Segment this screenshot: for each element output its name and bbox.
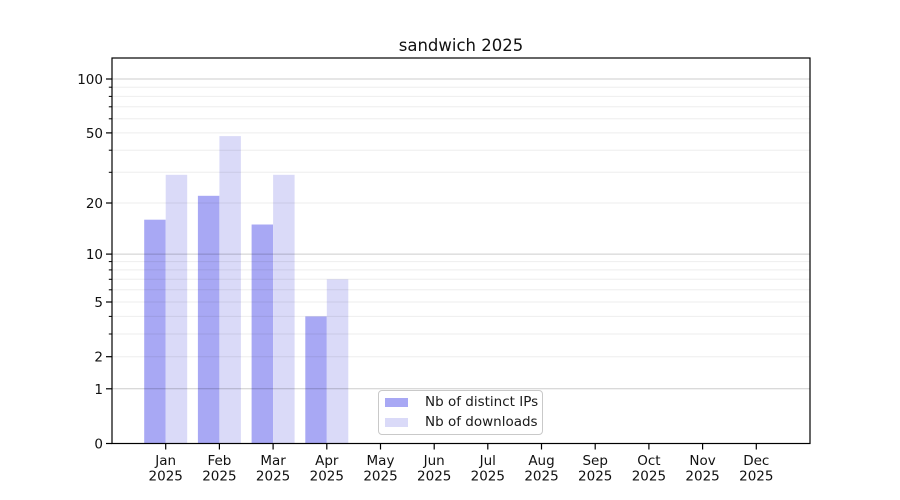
y-tick-label: 10	[86, 247, 103, 263]
x-tick-label-year: 2025	[471, 469, 505, 485]
x-tick-label-month: Dec	[743, 453, 769, 469]
x-tick-label-month: Aug	[528, 453, 554, 469]
x-tick-label-year: 2025	[417, 469, 451, 485]
legend-swatch-downloads	[385, 417, 408, 428]
x-tick-label-year: 2025	[578, 469, 612, 485]
y-tick-label: 2	[94, 350, 103, 366]
legend-label-distinct-ips: Nb of distinct IPs	[425, 393, 539, 410]
legend-item-downloads: Nb of downloads	[385, 414, 542, 431]
x-tick-label-year: 2025	[202, 469, 236, 485]
bar-apr-downloads	[326, 279, 349, 444]
x-tick-label-year: 2025	[685, 469, 719, 485]
plot-border	[111, 57, 811, 445]
x-tick-label-month: Nov	[689, 453, 715, 469]
x-tick-label-year: 2025	[310, 469, 344, 485]
legend-label-downloads: Nb of downloads	[425, 413, 538, 430]
y-tick-label: 100	[77, 72, 103, 88]
x-tick-label-month: Mar	[260, 453, 286, 469]
x-tick-label-month: Apr	[315, 453, 339, 469]
bar-jan-downloads	[165, 174, 188, 444]
x-tick-label-year: 2025	[739, 469, 773, 485]
x-tick-label-year: 2025	[632, 469, 666, 485]
y-tick-label: 20	[86, 196, 103, 212]
y-tick-label: 1	[94, 382, 103, 398]
bar-feb-distinct-ips	[197, 195, 220, 444]
x-tick-label-month: Jan	[154, 453, 176, 469]
x-tick-label-year: 2025	[363, 469, 397, 485]
x-tick-label-month: May	[367, 453, 395, 469]
legend-item-distinct-ips: Nb of distinct IPs	[385, 394, 542, 411]
bar-mar-downloads	[273, 174, 295, 444]
legend: Nb of distinct IPs Nb of downloads	[378, 390, 543, 435]
x-tick-label-year: 2025	[149, 469, 183, 485]
x-tick-label-month: Jun	[423, 453, 445, 469]
x-tick-label-year: 2025	[524, 469, 558, 485]
legend-swatch-distinct-ips	[385, 397, 408, 408]
x-tick-label-month: Feb	[207, 453, 231, 469]
y-tick-label: 50	[86, 126, 103, 142]
bar-jan-distinct-ips	[144, 219, 166, 444]
y-tick-label: 5	[94, 295, 103, 311]
x-tick-label-month: Oct	[637, 453, 660, 469]
chart-title: sandwich 2025	[398, 36, 524, 55]
bar-apr-distinct-ips	[305, 316, 327, 444]
bar-mar-distinct-ips	[251, 224, 274, 444]
x-tick-label-month: Sep	[582, 453, 607, 469]
y-tick-label: 0	[94, 437, 103, 453]
x-tick-label-year: 2025	[256, 469, 290, 485]
x-tick-label-month: Jul	[479, 453, 496, 469]
bar-feb-downloads	[219, 136, 241, 444]
